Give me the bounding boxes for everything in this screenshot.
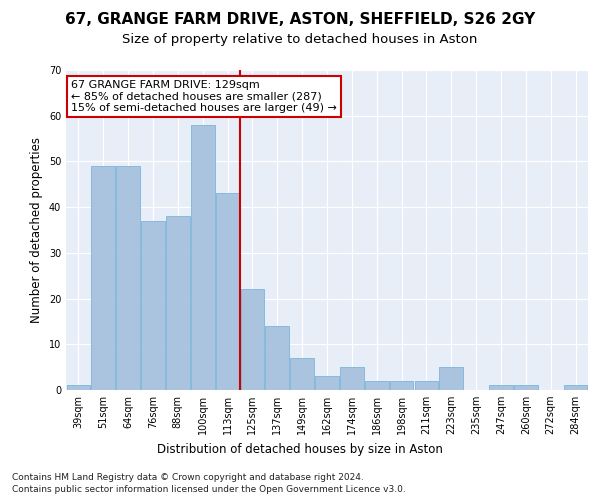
Bar xyxy=(116,166,140,390)
Bar xyxy=(166,216,190,390)
Bar xyxy=(415,381,438,390)
Bar xyxy=(141,221,165,390)
Text: 67 GRANGE FARM DRIVE: 129sqm
← 85% of detached houses are smaller (287)
15% of s: 67 GRANGE FARM DRIVE: 129sqm ← 85% of de… xyxy=(71,80,337,113)
Bar xyxy=(191,125,215,390)
Bar xyxy=(514,386,538,390)
Bar xyxy=(265,326,289,390)
Bar xyxy=(365,381,389,390)
Bar xyxy=(340,367,364,390)
Bar xyxy=(315,376,339,390)
Bar xyxy=(439,367,463,390)
Bar xyxy=(67,386,90,390)
Bar xyxy=(290,358,314,390)
Text: Distribution of detached houses by size in Aston: Distribution of detached houses by size … xyxy=(157,442,443,456)
Text: Contains public sector information licensed under the Open Government Licence v3: Contains public sector information licen… xyxy=(12,485,406,494)
Text: Contains HM Land Registry data © Crown copyright and database right 2024.: Contains HM Land Registry data © Crown c… xyxy=(12,472,364,482)
Bar xyxy=(564,386,587,390)
Bar xyxy=(91,166,115,390)
Text: 67, GRANGE FARM DRIVE, ASTON, SHEFFIELD, S26 2GY: 67, GRANGE FARM DRIVE, ASTON, SHEFFIELD,… xyxy=(65,12,535,28)
Text: Size of property relative to detached houses in Aston: Size of property relative to detached ho… xyxy=(122,32,478,46)
Bar xyxy=(489,386,513,390)
Bar xyxy=(216,194,239,390)
Y-axis label: Number of detached properties: Number of detached properties xyxy=(30,137,43,323)
Bar xyxy=(390,381,413,390)
Bar xyxy=(241,290,264,390)
